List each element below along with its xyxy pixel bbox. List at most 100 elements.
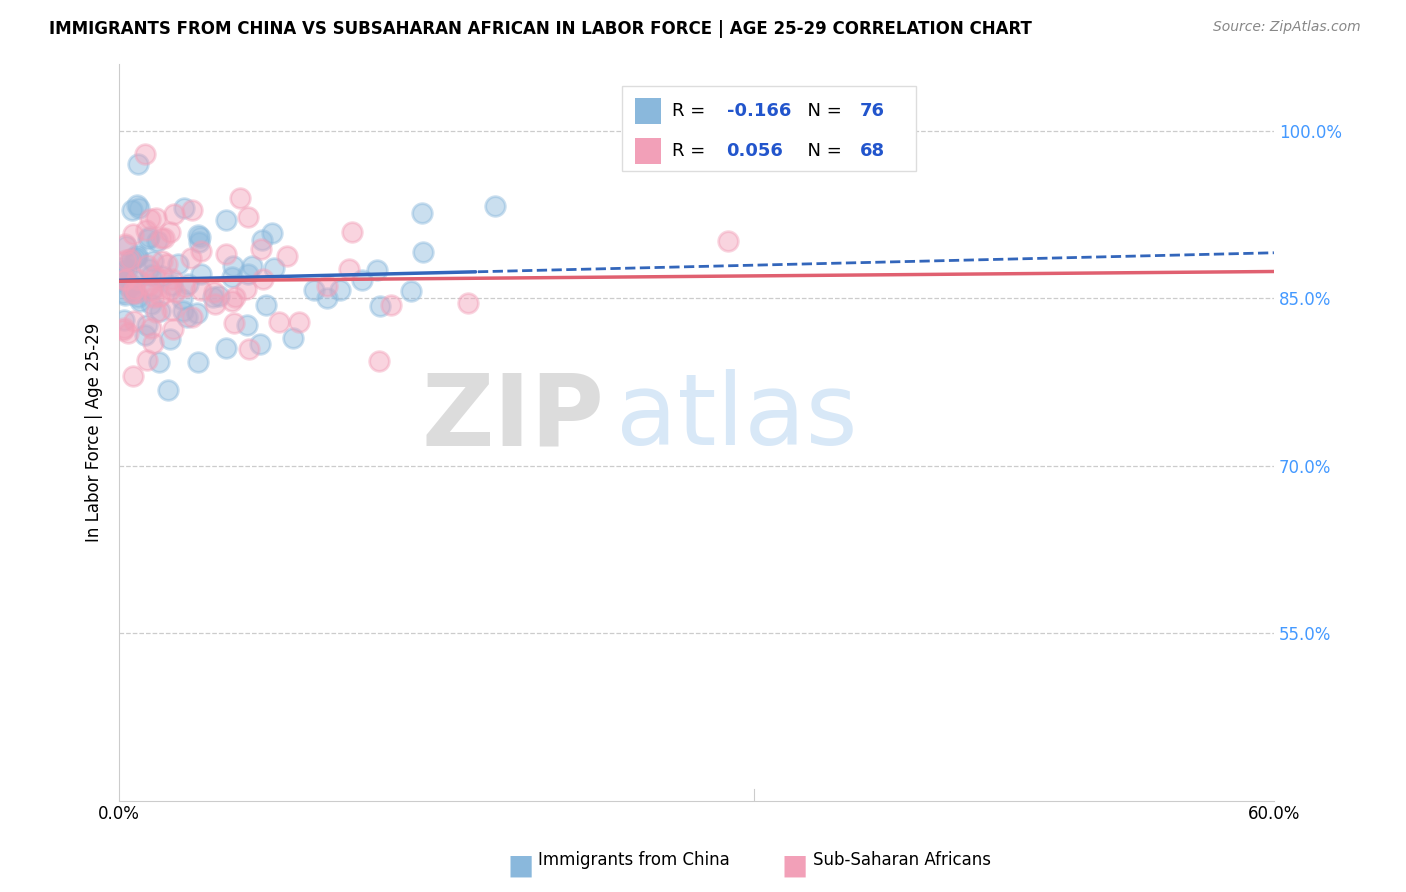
Point — [170, 292, 193, 306]
Point — [155, 257, 177, 271]
Point — [159, 225, 181, 239]
Point — [112, 260, 135, 274]
Point — [262, 227, 284, 241]
Point — [484, 199, 506, 213]
Point — [121, 278, 143, 293]
Point — [157, 383, 180, 397]
Point — [143, 268, 166, 283]
Point — [215, 247, 238, 261]
Point — [163, 285, 186, 300]
Point — [160, 278, 183, 293]
Point — [222, 316, 245, 330]
Point — [215, 213, 238, 227]
Point — [162, 322, 184, 336]
Text: N =: N = — [796, 142, 848, 160]
Point — [139, 212, 162, 227]
Point — [125, 286, 148, 301]
Point — [121, 286, 143, 301]
Point — [249, 242, 271, 256]
Text: IMMIGRANTS FROM CHINA VS SUBSAHARAN AFRICAN IN LABOR FORCE | AGE 25-29 CORRELATI: IMMIGRANTS FROM CHINA VS SUBSAHARAN AFRI… — [49, 20, 1032, 37]
Point — [121, 203, 143, 218]
Point — [352, 273, 374, 287]
Point — [368, 299, 391, 313]
Point — [114, 313, 136, 327]
Point — [380, 298, 402, 312]
Point — [167, 257, 190, 271]
Y-axis label: In Labor Force | Age 25-29: In Labor Force | Age 25-29 — [86, 323, 103, 542]
Point — [283, 331, 305, 345]
Point — [122, 286, 145, 301]
Point — [238, 342, 260, 356]
Point — [112, 323, 135, 337]
Text: ■: ■ — [782, 851, 807, 880]
Point — [114, 287, 136, 301]
Text: Source: ZipAtlas.com: Source: ZipAtlas.com — [1213, 20, 1361, 34]
Point — [288, 315, 311, 329]
Point — [122, 273, 145, 287]
FancyBboxPatch shape — [621, 87, 915, 171]
Point — [150, 254, 173, 268]
Point — [236, 318, 259, 332]
Point — [150, 231, 173, 245]
Point — [117, 326, 139, 340]
Point — [316, 292, 339, 306]
Point — [145, 304, 167, 318]
Point — [208, 289, 231, 303]
Point — [141, 282, 163, 296]
Point — [236, 211, 259, 225]
Point — [224, 290, 246, 304]
Point — [135, 258, 157, 272]
Text: R =: R = — [672, 102, 711, 120]
Point — [118, 252, 141, 266]
Point — [136, 353, 159, 368]
Point — [139, 297, 162, 311]
Point — [190, 244, 212, 258]
Point — [160, 303, 183, 318]
Point — [717, 234, 740, 248]
Point — [177, 277, 200, 291]
Point — [399, 284, 422, 298]
Point — [138, 230, 160, 244]
Point — [411, 206, 433, 220]
Point — [190, 284, 212, 298]
Text: Sub-Saharan Africans: Sub-Saharan Africans — [813, 851, 991, 869]
Point — [129, 294, 152, 309]
Point — [180, 251, 202, 265]
Point — [124, 314, 146, 328]
Point — [117, 279, 139, 293]
Point — [114, 252, 136, 267]
Point — [159, 333, 181, 347]
Text: Immigrants from China: Immigrants from China — [538, 851, 730, 869]
Point — [412, 244, 434, 259]
Point — [125, 248, 148, 262]
Point — [316, 279, 339, 293]
Point — [139, 268, 162, 282]
Point — [188, 230, 211, 244]
Point — [122, 282, 145, 296]
Point — [181, 310, 204, 325]
Point — [221, 270, 243, 285]
Point — [160, 272, 183, 286]
Point — [112, 273, 135, 287]
Point — [150, 268, 173, 283]
Point — [366, 262, 388, 277]
Point — [163, 207, 186, 221]
Point — [112, 268, 135, 282]
Point — [135, 223, 157, 237]
Point — [128, 201, 150, 215]
Point — [134, 328, 156, 343]
Point — [121, 368, 143, 383]
Point — [221, 293, 243, 308]
Point — [457, 295, 479, 310]
Point — [125, 250, 148, 264]
Point — [136, 231, 159, 245]
Point — [252, 272, 274, 286]
Point — [112, 273, 135, 287]
Point — [235, 282, 257, 296]
Point — [159, 283, 181, 297]
Point — [187, 355, 209, 369]
Point — [148, 289, 170, 303]
Point — [340, 226, 363, 240]
Point — [120, 252, 142, 266]
Point — [134, 147, 156, 161]
